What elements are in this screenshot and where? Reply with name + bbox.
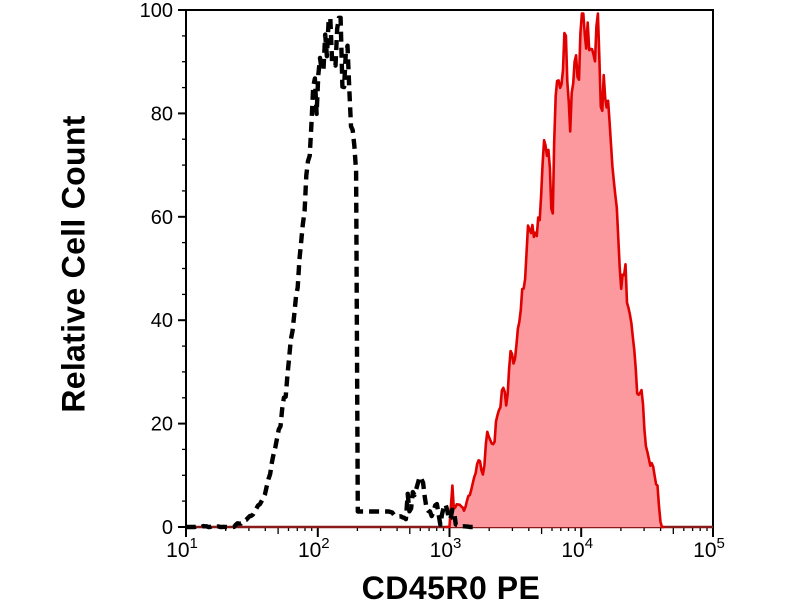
svg-text:0: 0 — [162, 517, 173, 539]
svg-text:105: 105 — [693, 535, 725, 562]
svg-text:102: 102 — [298, 535, 330, 562]
svg-text:104: 104 — [561, 535, 593, 562]
svg-text:103: 103 — [430, 535, 462, 562]
svg-text:101: 101 — [166, 535, 198, 562]
svg-text:40: 40 — [151, 310, 173, 332]
svg-text:80: 80 — [151, 103, 173, 125]
svg-text:20: 20 — [151, 414, 173, 436]
svg-text:100: 100 — [140, 0, 173, 22]
svg-text:60: 60 — [151, 207, 173, 229]
